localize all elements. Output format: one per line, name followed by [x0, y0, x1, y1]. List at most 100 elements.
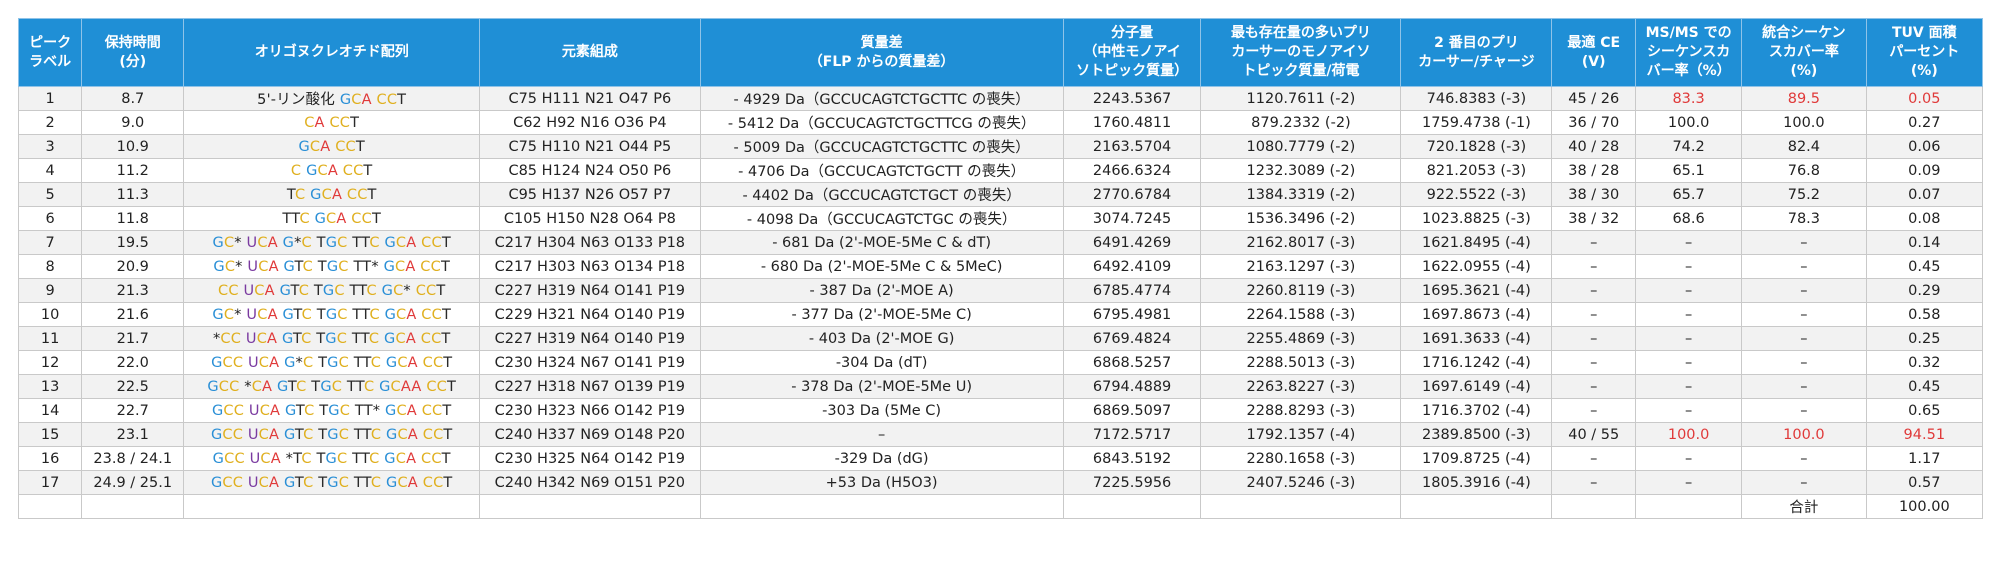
molecular-weight-cell: 6794.4889	[1062, 374, 1202, 399]
formula-cell: C230 H323 N66 O142 P19	[479, 398, 701, 423]
msms-coverage-cell: 83.3	[1635, 86, 1743, 111]
optimal-ce-cell: 36 / 70	[1551, 110, 1637, 135]
mass-difference-cell: - 4402 Da（GCCUCAGTCTGCT の喪失）	[699, 182, 1064, 207]
header-sequence: オリゴヌクレオチド配列	[183, 18, 481, 87]
retention-time-cell: 11.8	[81, 206, 185, 231]
msms-coverage-cell: –	[1635, 446, 1743, 471]
precursor2-cell: 1716.3702 (-4)	[1400, 398, 1553, 423]
empty-cell	[1635, 494, 1743, 519]
header-elemental-composition: 元素組成	[479, 18, 701, 87]
molecular-weight-cell: 7172.5717	[1062, 422, 1202, 447]
empty-cell	[479, 494, 701, 519]
precursor1-cell: 1792.1357 (-4)	[1200, 422, 1402, 447]
precursor2-cell: 2389.8500 (-3)	[1400, 422, 1553, 447]
retention-time-cell: 20.9	[81, 254, 185, 279]
sequence-cell: GC* UCA GTC TGC TTC GCA CCT	[183, 302, 481, 327]
mass-difference-cell: - 4098 Da（GCCUCAGTCTGC の喪失）	[699, 206, 1064, 231]
table-row: 15 23.1 GCC UCA GTC TGC TTC GCA CCT C240 H3…	[17, 422, 1984, 447]
combined-coverage-cell: 78.3	[1741, 206, 1867, 231]
peak-label-cell: 10	[17, 302, 83, 327]
tuv-area-cell: 0.45	[1865, 254, 1984, 279]
formula-cell: C217 H303 N63 O134 P18	[479, 254, 701, 279]
mass-difference-cell: - 681 Da (2'-MOE-5Me C & dT)	[699, 230, 1064, 255]
formula-cell: C217 H304 N63 O133 P18	[479, 230, 701, 255]
empty-cell	[1200, 494, 1402, 519]
sequence-cell: GCC UCA *TC TGC TTC GCA CCT	[183, 446, 481, 471]
mass-difference-cell: - 387 Da (2'-MOE A)	[699, 278, 1064, 303]
molecular-weight-cell: 6491.4269	[1062, 230, 1202, 255]
precursor2-cell: 1695.3621 (-4)	[1400, 278, 1553, 303]
precursor1-cell: 2264.1588 (-3)	[1200, 302, 1402, 327]
header-tuv-area: TUV 面積 パーセント (%)	[1865, 18, 1984, 87]
header-second-precursor: 2 番目のプリ カーサー/チャージ	[1400, 18, 1553, 87]
mass-difference-cell: –	[699, 422, 1064, 447]
header-molecular-weight: 分子量 （中性モノアイ ソトピック質量）	[1062, 18, 1202, 87]
optimal-ce-cell: –	[1551, 326, 1637, 351]
msms-coverage-cell: –	[1635, 470, 1743, 495]
sequence-cell: TC GCA CCT	[183, 182, 481, 207]
tuv-area-cell: 0.29	[1865, 278, 1984, 303]
optimal-ce-cell: 38 / 32	[1551, 206, 1637, 231]
combined-coverage-cell: 100.0	[1741, 110, 1867, 135]
combined-coverage-cell: –	[1741, 446, 1867, 471]
retention-time-cell: 22.0	[81, 350, 185, 375]
sequence-cell: *CC UCA GTC TGC TTC GCA CCT	[183, 326, 481, 351]
peak-label-cell: 5	[17, 182, 83, 207]
optimal-ce-cell: 45 / 26	[1551, 86, 1637, 111]
optimal-ce-cell: –	[1551, 278, 1637, 303]
molecular-weight-cell: 7225.5956	[1062, 470, 1202, 495]
tuv-area-cell: 0.65	[1865, 398, 1984, 423]
msms-coverage-cell: –	[1635, 254, 1743, 279]
optimal-ce-cell: –	[1551, 302, 1637, 327]
combined-coverage-cell: –	[1741, 230, 1867, 255]
msms-coverage-cell: –	[1635, 230, 1743, 255]
peak-label-cell: 12	[17, 350, 83, 375]
combined-coverage-cell: –	[1741, 302, 1867, 327]
molecular-weight-cell: 3074.7245	[1062, 206, 1202, 231]
precursor1-cell: 2407.5246 (-3)	[1200, 470, 1402, 495]
table-row: 6 11.8 TTC GCA CCT C105 H150 N28 O64 P8- 40…	[17, 206, 1984, 231]
precursor2-cell: 1759.4738 (-1)	[1400, 110, 1553, 135]
retention-time-cell: 22.5	[81, 374, 185, 399]
precursor1-cell: 1080.7779 (-2)	[1200, 134, 1402, 159]
combined-coverage-cell: 82.4	[1741, 134, 1867, 159]
sequence-cell: CA CCT	[183, 110, 481, 135]
table-row: 4 11.2 C GCA CCT C85 H124 N24 O50 P6- 4706 …	[17, 158, 1984, 183]
molecular-weight-cell: 2770.6784	[1062, 182, 1202, 207]
data-table-container: ピーク ラベル 保持時間 (分) オリゴヌクレオチド配列 元素組成 質量差 （F…	[17, 18, 1984, 519]
retention-time-cell: 23.1	[81, 422, 185, 447]
retention-time-cell: 19.5	[81, 230, 185, 255]
peak-label-cell: 2	[17, 110, 83, 135]
molecular-weight-cell: 6869.5097	[1062, 398, 1202, 423]
tuv-area-cell: 0.58	[1865, 302, 1984, 327]
precursor1-cell: 1536.3496 (-2)	[1200, 206, 1402, 231]
header-peak-label: ピーク ラベル	[17, 18, 83, 87]
empty-cell	[699, 494, 1064, 519]
peak-label-cell: 13	[17, 374, 83, 399]
precursor2-cell: 1023.8825 (-3)	[1400, 206, 1553, 231]
formula-cell: C75 H110 N21 O44 P5	[479, 134, 701, 159]
tuv-area-cell: 0.09	[1865, 158, 1984, 183]
peak-label-cell: 4	[17, 158, 83, 183]
combined-coverage-cell: 100.0	[1741, 422, 1867, 447]
sequence-cell: GCC UCA GTC TGC TTC GCA CCT	[183, 470, 481, 495]
optimal-ce-cell: 40 / 55	[1551, 422, 1637, 447]
sequence-cell: 5'-リン酸化 GCA CCT	[183, 86, 481, 111]
precursor1-cell: 2280.1658 (-3)	[1200, 446, 1402, 471]
molecular-weight-cell: 6843.5192	[1062, 446, 1202, 471]
tuv-area-cell: 0.32	[1865, 350, 1984, 375]
sequence-cell: GCC *CA GTC TGC TTC GCAA CCT	[183, 374, 481, 399]
table-row: 10 21.6 GC* UCA GTC TGC TTC GCA CCT C229 H3…	[17, 302, 1984, 327]
header-msms-coverage: MS/MS での シーケンスカ バー率（%）	[1635, 18, 1743, 87]
tuv-area-cell: 0.05	[1865, 86, 1984, 111]
header-retention-time: 保持時間 (分)	[81, 18, 185, 87]
combined-coverage-cell: –	[1741, 278, 1867, 303]
peak-label-cell: 11	[17, 326, 83, 351]
precursor2-cell: 746.8383 (-3)	[1400, 86, 1553, 111]
retention-time-cell: 10.9	[81, 134, 185, 159]
header-optimal-ce: 最適 CE (V)	[1551, 18, 1637, 87]
peak-label-cell: 14	[17, 398, 83, 423]
header-combined-coverage: 統合シーケン スカバー率 (%)	[1741, 18, 1867, 87]
combined-coverage-cell: 76.8	[1741, 158, 1867, 183]
tuv-area-cell: 0.27	[1865, 110, 1984, 135]
